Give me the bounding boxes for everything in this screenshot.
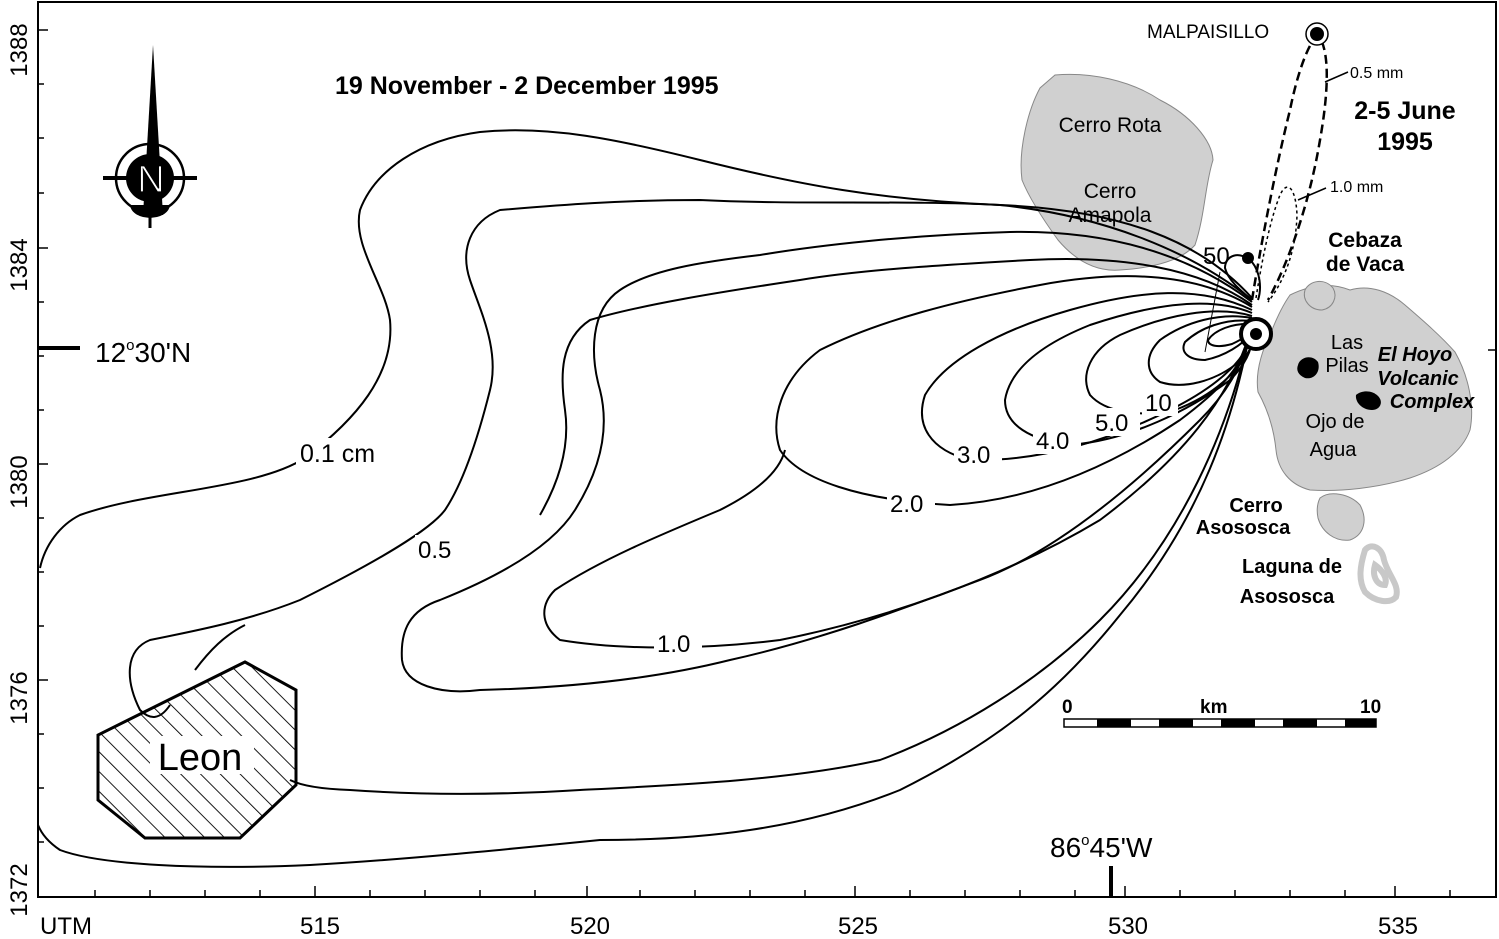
isopach-label-1.0mm: 1.0 mm xyxy=(1330,179,1383,196)
volcanic-areas xyxy=(1020,73,1473,541)
cerro-asososca-area xyxy=(1316,493,1365,541)
las-pilas-label-1: Las xyxy=(1331,332,1363,354)
north-arrow-icon: N xyxy=(103,45,197,228)
ojo-de-agua-label-2: Agua xyxy=(1310,439,1358,461)
north-arrow-letter: N xyxy=(137,159,164,201)
cerro-amapola-label-1: Cerro xyxy=(1084,180,1137,203)
x-tick-label: 535 xyxy=(1378,913,1418,939)
malpaisillo-label: MALPAISILLO xyxy=(1147,22,1269,43)
inset-title-line1: 2-5 June xyxy=(1354,97,1456,125)
isopach-1.0 xyxy=(400,230,1253,693)
isopach-1.0mm xyxy=(1255,186,1298,303)
cerro-rota-area xyxy=(1020,73,1214,271)
cerro-asososca-label-2: Asososca xyxy=(1196,517,1291,539)
isopach-label-0.5: 0.5 xyxy=(418,537,451,564)
inset-title-line2: 1995 xyxy=(1377,128,1433,156)
isopach-5.0 xyxy=(1085,310,1253,415)
x-axis-label: UTM xyxy=(40,913,92,939)
x-tick-label: 530 xyxy=(1108,913,1148,939)
longitude-label: 86o45'W xyxy=(1050,832,1153,863)
isopach-50-leader xyxy=(1204,271,1221,353)
main-title: 19 November - 2 December 1995 xyxy=(335,72,719,100)
cebaza-de-vaca-area xyxy=(1303,281,1336,311)
scale-start: 0 xyxy=(1062,697,1073,718)
el-hoyo-area xyxy=(1256,285,1473,491)
isopach-0.5 xyxy=(128,198,1253,718)
isopach-1.0-mid xyxy=(543,326,1253,649)
isopach-0.5mm-leader xyxy=(1324,71,1349,83)
isopach-10 xyxy=(1147,315,1253,386)
y-tick-label: 1372 xyxy=(6,863,33,916)
isopach-0.5mm xyxy=(1250,35,1329,301)
axis-ticks xyxy=(38,29,1496,897)
ojo-de-agua-label-1: Ojo de xyxy=(1306,411,1365,433)
y-tick-label: 1380 xyxy=(6,455,33,508)
las-pilas-vent xyxy=(1297,357,1319,379)
cerro-asososca-label-1: Cerro xyxy=(1229,495,1282,517)
isopach-0.1cm-south xyxy=(37,319,1253,868)
y-tick-label: 1384 xyxy=(6,238,33,291)
leon-label-bg xyxy=(150,736,254,774)
cerro-negro-vent xyxy=(1239,317,1273,351)
isopach-1.0mm-leader xyxy=(1297,187,1327,201)
el-hoyo-label-3: Complex xyxy=(1390,391,1475,413)
x-tick-label: 520 xyxy=(570,913,610,939)
x-tick-label: 525 xyxy=(838,913,878,939)
x-tick-label: 515 xyxy=(300,913,340,939)
isopach-label-5.0: 5.0 xyxy=(1095,410,1128,437)
isopach-label-0.5mm: 0.5 mm xyxy=(1350,65,1403,82)
latitude-label: 12o30'N xyxy=(95,337,191,368)
el-hoyo-label-2: Volcanic xyxy=(1377,368,1459,390)
cebaza-label-2: de Vaca xyxy=(1326,253,1405,276)
y-tick-label: 1388 xyxy=(6,23,33,76)
isopach-0.5-leon-link xyxy=(194,624,246,671)
malpaisillo-marker xyxy=(1305,22,1329,46)
isopach-label-3.0: 3.0 xyxy=(957,442,990,469)
isopach-20 xyxy=(1182,319,1253,362)
el-hoyo-vent xyxy=(1355,391,1381,410)
las-pilas-label-2: Pilas xyxy=(1325,355,1368,377)
map-frame xyxy=(37,1,1497,898)
y-tick-label: 1376 xyxy=(6,671,33,724)
isopach-1.0-outer xyxy=(539,257,1253,516)
isopach-2.0 xyxy=(775,275,1253,507)
cebaza-label-1: Cebaza xyxy=(1328,229,1402,252)
laguna-asososca-lake xyxy=(1357,543,1400,605)
isopach-label-50: 50 xyxy=(1203,243,1230,270)
isopach-0.5-south xyxy=(289,321,1253,795)
cerro-amapola-label-2: Amapola xyxy=(1069,204,1152,227)
scale-unit: km xyxy=(1200,697,1227,718)
cerro-rota-label: Cerro Rota xyxy=(1059,114,1162,137)
isopach-label-1.0: 1.0 xyxy=(657,631,690,658)
isopach-label-10: 10 xyxy=(1145,390,1172,417)
scale-end: 10 xyxy=(1360,697,1381,718)
isopach-50-dot xyxy=(1242,252,1254,264)
isopach-4.0 xyxy=(1003,302,1253,447)
isopach-labels: 0.1 cm 0.5 1.0 2.0 3.0 4.0 5.0 10 50 0.5… xyxy=(296,65,1403,658)
leon-label: Leon xyxy=(158,737,243,779)
laguna-label-1: Laguna de xyxy=(1242,556,1342,578)
el-hoyo-label-1: El Hoyo xyxy=(1378,344,1452,366)
laguna-label-2: Asososca xyxy=(1240,586,1335,608)
isopach-label-2.0: 2.0 xyxy=(890,491,923,518)
isopach-label-0.1: 0.1 cm xyxy=(300,440,375,468)
scale-bar: 0 km 10 xyxy=(1062,697,1381,728)
isopach-label-4.0: 4.0 xyxy=(1036,428,1069,455)
